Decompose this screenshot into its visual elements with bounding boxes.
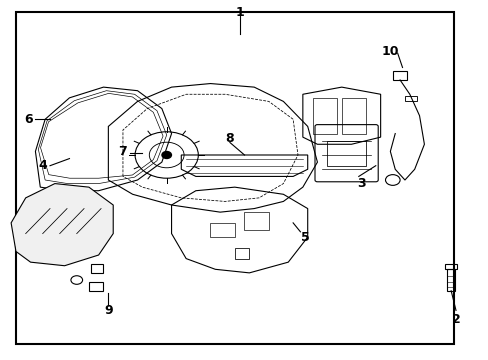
Bar: [91, 264, 103, 273]
Text: 1: 1: [235, 6, 244, 19]
Text: 8: 8: [225, 132, 234, 145]
Bar: [312, 98, 336, 134]
Text: 10: 10: [381, 45, 398, 58]
Bar: [234, 248, 249, 258]
Text: 6: 6: [24, 113, 32, 126]
Bar: [341, 98, 366, 134]
Polygon shape: [11, 184, 113, 266]
Bar: [404, 96, 416, 102]
Bar: [447, 269, 454, 291]
Text: 9: 9: [104, 304, 112, 317]
Text: 4: 4: [38, 159, 47, 172]
Bar: [244, 212, 268, 230]
Text: 2: 2: [451, 313, 459, 326]
Bar: [445, 264, 456, 269]
Circle shape: [162, 152, 171, 158]
Bar: [326, 141, 366, 166]
Bar: [392, 71, 407, 80]
Bar: [210, 223, 234, 237]
Text: 3: 3: [356, 177, 365, 190]
Text: 7: 7: [118, 145, 127, 158]
Text: 5: 5: [300, 231, 309, 244]
Bar: [89, 282, 103, 291]
